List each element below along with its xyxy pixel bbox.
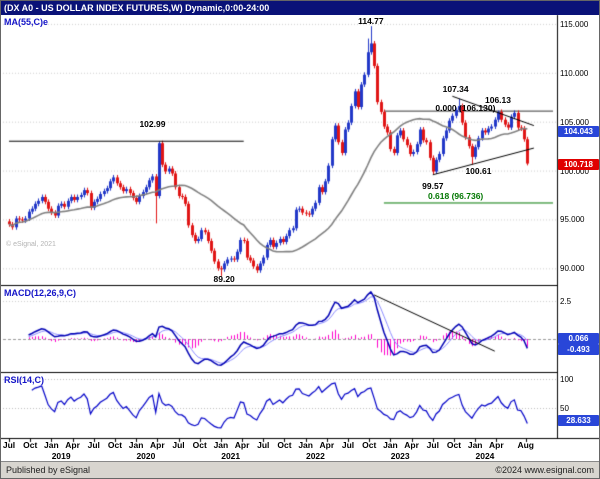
x-axis-month-label: Jan — [467, 440, 483, 450]
chart-annotation: 107.34 — [442, 84, 469, 95]
x-axis-month-label: Jan — [383, 440, 398, 450]
x-axis-month-label: Jul — [341, 440, 355, 450]
chart-annotation: 106.13 — [485, 95, 511, 106]
chart-annotation: 100.61 — [465, 165, 492, 176]
x-axis-month-label: Apr — [234, 440, 250, 450]
price-axis-tick-label: 95.000 — [560, 215, 585, 225]
chart-annotation: 0.000 (106.130) — [435, 103, 496, 114]
chart-annotation: 89.20 — [213, 274, 235, 285]
x-axis-month-label: Apr — [319, 440, 335, 450]
x-axis-month-label: Jan — [213, 440, 229, 450]
x-axis-month-label: Jul — [172, 440, 185, 450]
x-axis-month-label: Jan — [128, 440, 144, 450]
x-axis-month-label: Jan — [44, 440, 59, 450]
esignal-watermark: © eSignal, 2021 — [6, 241, 56, 248]
x-axis-month-label: Apr — [65, 440, 80, 450]
x-axis-month-label: Aug — [517, 440, 534, 450]
x-axis-year-label: 2021 — [221, 451, 241, 461]
x-axis-month-label: Oct — [192, 440, 207, 450]
price-value-badge: 100.718 — [558, 158, 599, 170]
macd-value-badge: -0.493 — [558, 343, 599, 355]
macd-indicator-label[interactable]: MACD(12,26,9,C) — [4, 288, 77, 298]
ma-indicator-label[interactable]: MA(55,C)e — [4, 17, 49, 27]
rsi-axis-tick-label: 50 — [560, 404, 569, 413]
x-axis-year-label: 2024 — [475, 451, 495, 461]
x-axis-month-label: Oct — [277, 440, 292, 450]
x-axis-month-label: Oct — [23, 440, 38, 450]
x-axis-month-label: Apr — [150, 440, 165, 450]
x-axis-month-label: Oct — [362, 440, 377, 450]
rsi-axis-tick-label: 100 — [560, 375, 574, 384]
x-axis-month-label: Jul — [87, 440, 100, 450]
chart-annotation: 102.99 — [139, 118, 166, 129]
price-axis-tick-label: 115.000 — [560, 19, 589, 29]
footer-bar: Published by eSignal ©2024 www.esignal.c… — [1, 461, 599, 478]
x-axis-year-label: 2023 — [390, 451, 410, 461]
x-axis-month-label: Jan — [298, 440, 313, 450]
x-axis-month-label: Oct — [107, 440, 123, 450]
rsi-value-badge: 28.633 — [558, 415, 599, 427]
x-axis-year-label: 2020 — [136, 451, 156, 461]
chart-annotation: 99.57 — [422, 181, 444, 192]
x-axis-month-label: Jul — [2, 440, 16, 450]
price-axis-tick-label: 90.000 — [560, 264, 585, 274]
chart-annotation: 114.77 — [358, 15, 384, 26]
x-axis-month-label: Apr — [489, 440, 504, 450]
chart-title: (DX A0 - US DOLLAR INDEX FUTURES,W) Dyna… — [4, 3, 270, 13]
footer-published: Published by eSignal — [6, 465, 91, 475]
x-axis-month-label: Apr — [404, 440, 419, 450]
x-axis-month-label: Jul — [257, 440, 270, 450]
x-axis-month-label: Jul — [426, 440, 439, 450]
price-axis-tick-label: 100.000 — [560, 166, 589, 176]
x-axis-year-label: 2022 — [305, 451, 325, 461]
x-axis-month-label: Oct — [446, 440, 462, 450]
price-axis-tick-label: 105.000 — [560, 117, 589, 127]
rsi-indicator-label[interactable]: RSI(14,C) — [4, 375, 45, 385]
title-bar[interactable]: (DX A0 - US DOLLAR INDEX FUTURES,W) Dyna… — [1, 1, 599, 15]
price-axis-tick-label: 110.000 — [560, 68, 589, 78]
chart-annotation: 0.618 (96.736) — [427, 191, 484, 201]
macd-value-badge: 0.066 — [558, 332, 599, 344]
macd-axis-tick-label: 2.5 — [560, 297, 572, 306]
footer-copyright: ©2024 www.esignal.com — [495, 465, 594, 475]
price-value-badge: 104.043 — [558, 126, 599, 138]
x-axis-year-label: 2019 — [51, 451, 71, 461]
